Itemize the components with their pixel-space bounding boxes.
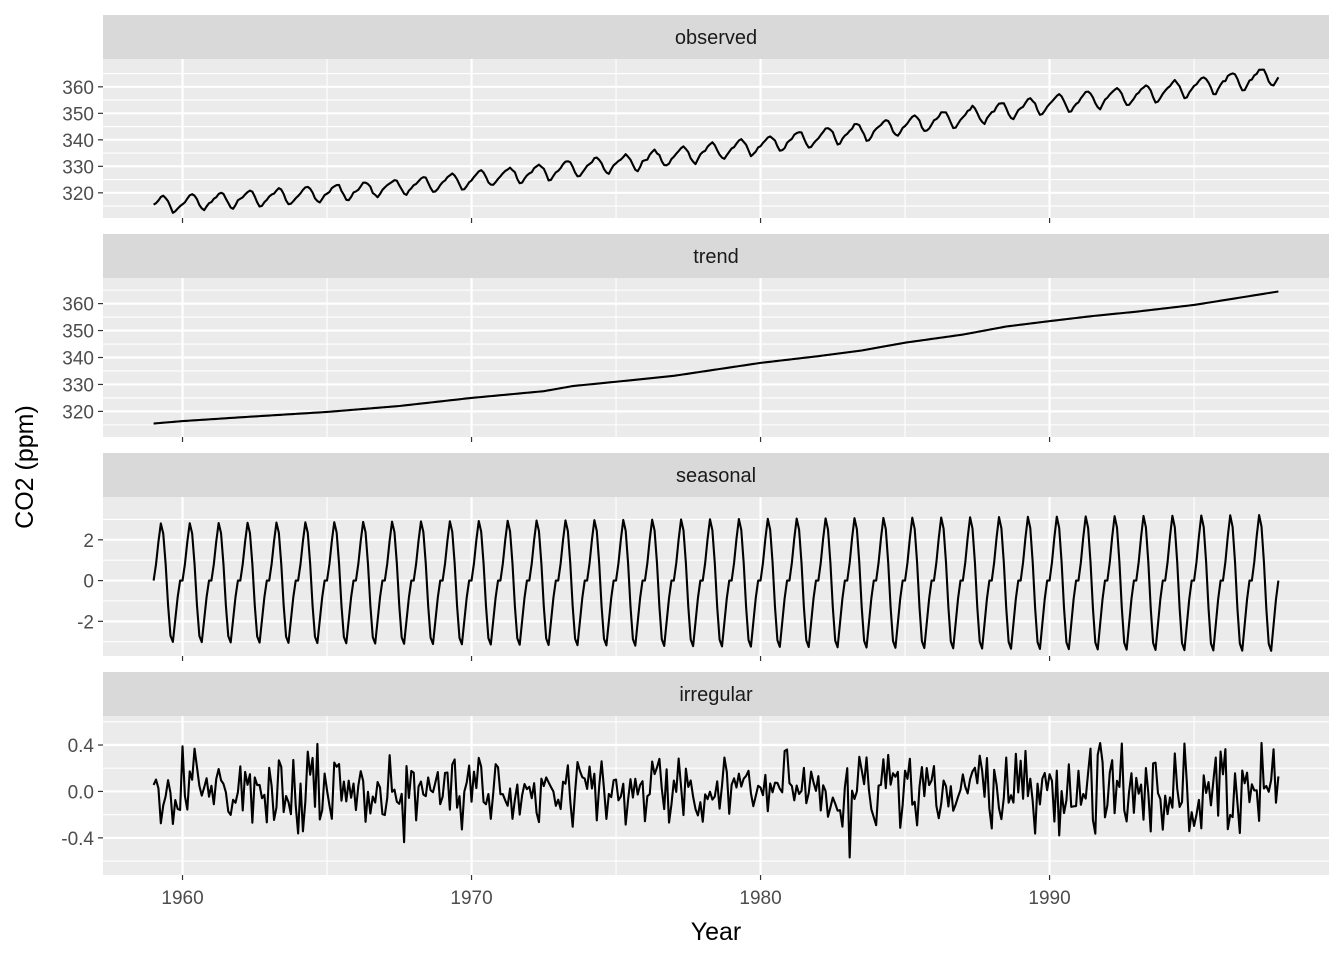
y-tick-label: 340 — [62, 349, 94, 370]
facet-trend: trend 320 330 340 350 360 — [62, 234, 1329, 437]
facet-observed: observed 320 330 340 350 360 — [62, 15, 1329, 218]
y-axis-title: CO2 (ppm) — [11, 405, 39, 529]
series-line-irregular — [152, 741, 1280, 859]
facet-irregular: irregular -0.4 0.0 0.4 — [61, 672, 1329, 875]
facet-strip-label: irregular — [679, 684, 753, 706]
series-line-observed — [153, 68, 1280, 214]
facet-strip — [103, 672, 1329, 716]
x-tick-label: 1960 — [161, 888, 203, 909]
y-tick-label: 0 — [83, 572, 94, 593]
facets-layer: observed 320 330 340 350 360 trend 320 330 340 350… — [61, 15, 1329, 875]
facet-strip-label: trend — [693, 246, 739, 268]
series-line-seasonal — [152, 514, 1280, 652]
y-tick-label: 320 — [62, 184, 94, 205]
x-tick-label: 1970 — [450, 888, 492, 909]
series-line-trend — [153, 290, 1279, 425]
x-tick-label: 1990 — [1028, 888, 1070, 909]
facet-strip — [103, 15, 1329, 59]
facet-seasonal: seasonal -2 0 2 — [77, 453, 1329, 656]
y-tick-label: 320 — [62, 402, 94, 423]
y-tick-label: 330 — [62, 375, 94, 396]
facet-strip — [103, 453, 1329, 497]
facet-strip — [103, 234, 1329, 278]
y-tick-label: 340 — [62, 131, 94, 152]
y-tick-label: 360 — [62, 78, 94, 99]
x-axis: 1960 1970 1980 1990 — [161, 218, 1071, 909]
y-tick-label: 330 — [62, 157, 94, 178]
panel-background — [103, 59, 1329, 218]
x-tick-label: 1980 — [739, 888, 781, 909]
facet-strip-label: observed — [675, 27, 757, 49]
y-tick-label: 2 — [83, 531, 94, 552]
facet-strip-label: seasonal — [676, 465, 756, 487]
y-tick-label: 350 — [62, 322, 94, 343]
y-tick-label: -2 — [77, 612, 94, 633]
y-tick-label: -0.4 — [61, 829, 94, 850]
x-axis-title: Year — [691, 918, 742, 946]
y-tick-label: 0.0 — [68, 782, 94, 803]
y-tick-label: 360 — [62, 295, 94, 316]
y-tick-label: 0.4 — [68, 736, 95, 757]
y-tick-label: 350 — [62, 104, 94, 125]
